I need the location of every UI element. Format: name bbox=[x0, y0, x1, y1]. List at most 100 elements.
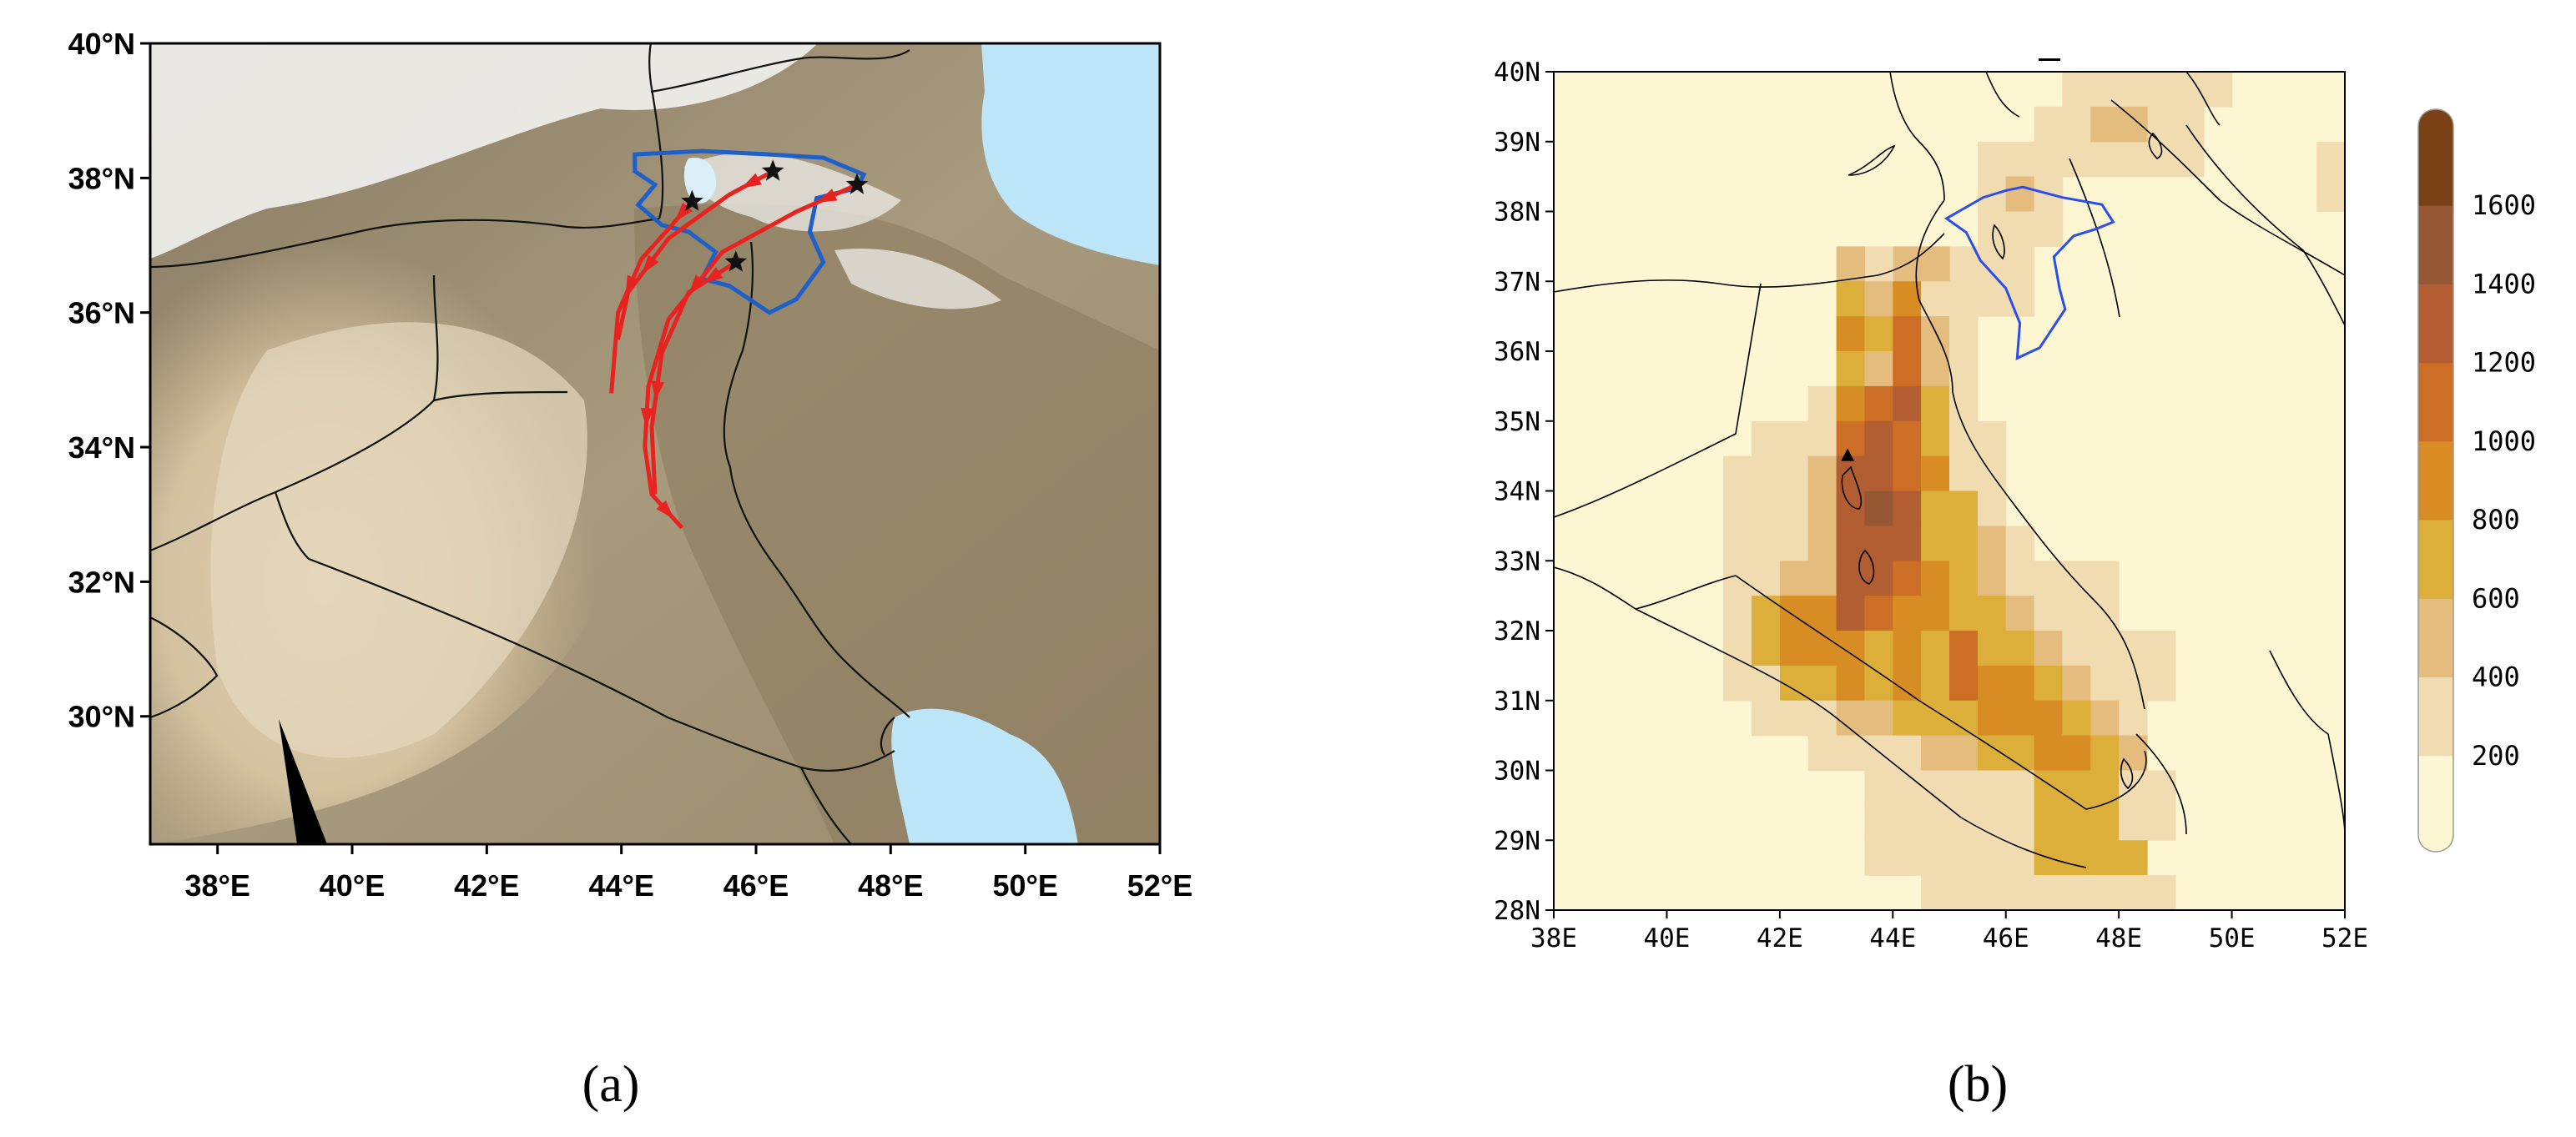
grid-cell bbox=[1921, 596, 1950, 631]
grid-cell bbox=[2062, 700, 2091, 737]
y-tick-label: 28N bbox=[1494, 896, 1540, 926]
trajectory-arrow bbox=[656, 500, 674, 520]
grid-cell bbox=[1921, 281, 1950, 317]
grid-cell bbox=[2175, 141, 2205, 178]
grid-cell bbox=[2062, 805, 2091, 841]
grid-cell bbox=[1836, 351, 1866, 387]
grid-cell bbox=[1977, 281, 2007, 317]
panel-b-borders bbox=[1554, 72, 2345, 868]
colorbar-label: 1400 bbox=[2472, 268, 2536, 299]
x-tick-label: 38E bbox=[1530, 923, 1577, 953]
grid-cell bbox=[1921, 875, 1950, 910]
grid-cell bbox=[2090, 700, 2120, 737]
colorbar-segment bbox=[2418, 284, 2453, 364]
grid-cell bbox=[1779, 561, 1809, 596]
grid-cell bbox=[2119, 631, 2148, 667]
grid-cell bbox=[2034, 631, 2064, 667]
grid-cell bbox=[2090, 561, 2120, 596]
grid-cell bbox=[2147, 106, 2176, 143]
grid-cell bbox=[2062, 596, 2091, 631]
grid-cell bbox=[1836, 316, 1866, 352]
persian-gulf bbox=[891, 708, 1078, 844]
grid-cell bbox=[2316, 141, 2345, 178]
grid-cell bbox=[1836, 561, 1866, 596]
colorbar-segment bbox=[2418, 598, 2453, 677]
source-triangle-marker bbox=[1841, 448, 1855, 461]
grid-cell bbox=[1836, 526, 1866, 561]
grid-cell bbox=[2034, 561, 2064, 596]
grid-cell bbox=[1949, 631, 1979, 667]
grid-cell bbox=[1864, 385, 1893, 422]
y-tick-label: 37N bbox=[1494, 267, 1540, 297]
grid-cell bbox=[2034, 735, 2064, 772]
x-tick-label: 50E bbox=[2209, 923, 2256, 953]
grid-cell bbox=[1921, 246, 1950, 282]
grid-cell bbox=[2005, 665, 2035, 702]
x-tick-label: 40E bbox=[1643, 923, 1690, 953]
urmia-basin-outline bbox=[633, 148, 867, 315]
y-tick-label: 33N bbox=[1494, 546, 1540, 576]
grid-cell bbox=[1921, 420, 1950, 457]
grid-cell bbox=[1949, 246, 1979, 282]
grid-cell bbox=[1949, 561, 1979, 596]
grid-cell bbox=[1779, 700, 1809, 737]
grid-cell bbox=[2005, 840, 2035, 876]
trajectory-arrow bbox=[642, 254, 659, 274]
grid-cell bbox=[1836, 455, 1866, 492]
grid-cell bbox=[1921, 840, 1950, 876]
grid-cell bbox=[1949, 700, 1979, 737]
grid-cell bbox=[1977, 141, 2007, 178]
country-borders bbox=[150, 43, 910, 844]
y-tick-label: 35N bbox=[1494, 407, 1540, 437]
y-tick-label: 34°N bbox=[68, 430, 135, 465]
grid-cell bbox=[1949, 491, 1979, 526]
grid-cell bbox=[2090, 840, 2120, 876]
grid-cell bbox=[1949, 735, 1979, 772]
grid-cell bbox=[1723, 491, 1752, 526]
x-tick-label: 48°E bbox=[858, 868, 923, 903]
grid-cell bbox=[1807, 631, 1837, 667]
grid-cell bbox=[1921, 735, 1950, 772]
grid-cell bbox=[2147, 665, 2176, 702]
grid-cell bbox=[2034, 770, 2064, 806]
grid-cell bbox=[1864, 805, 1893, 841]
grid-cell bbox=[2147, 805, 2176, 841]
grid-cell bbox=[1977, 491, 2007, 526]
grid-cell bbox=[2005, 141, 2035, 178]
trajectory-start-star bbox=[761, 159, 784, 181]
grid-cell bbox=[1921, 665, 1950, 702]
grid-cell bbox=[1977, 805, 2007, 841]
grid-cell bbox=[1723, 526, 1752, 561]
grid-cell bbox=[1864, 631, 1893, 667]
x-tick-label: 46°E bbox=[723, 868, 789, 903]
grid-cell bbox=[2090, 141, 2120, 178]
grid-cell bbox=[2034, 211, 2064, 247]
grid-cell bbox=[1977, 596, 2007, 631]
grid-cell bbox=[1864, 281, 1893, 317]
grid-cell bbox=[1864, 561, 1893, 596]
grid-cell bbox=[1921, 526, 1950, 561]
grid-cell bbox=[1752, 491, 1781, 526]
grid-cell bbox=[1893, 526, 1922, 561]
x-tick-label: 40°E bbox=[320, 868, 385, 903]
grid-cell bbox=[1893, 805, 1922, 841]
trajectory-arrow bbox=[651, 380, 665, 401]
grid-cell bbox=[2034, 805, 2064, 841]
grid-cell bbox=[2005, 526, 2035, 561]
grid-cell bbox=[2119, 700, 2148, 737]
colorbar-top-cap bbox=[2418, 109, 2453, 127]
grid-cell bbox=[1723, 561, 1752, 596]
grid-cell bbox=[2175, 72, 2205, 108]
grid-cell bbox=[1723, 596, 1752, 631]
y-tick-label: 32N bbox=[1494, 616, 1540, 646]
x-tick-label: 42°E bbox=[454, 868, 519, 903]
grid-cell bbox=[1977, 665, 2007, 702]
grid-cell bbox=[1807, 596, 1837, 631]
colorbar-segment bbox=[2418, 205, 2453, 284]
grid-cell bbox=[1893, 631, 1922, 667]
grid-cell bbox=[1752, 561, 1781, 596]
grid-cell bbox=[1893, 455, 1922, 492]
panel-a-satellite-map: 40°N 38°N 36°N 34°N 32°N 30°N 38°E 40°E 42°E 44°E… bbox=[68, 27, 1193, 903]
grid-cell bbox=[2005, 211, 2035, 247]
grid-cell bbox=[1864, 700, 1893, 737]
